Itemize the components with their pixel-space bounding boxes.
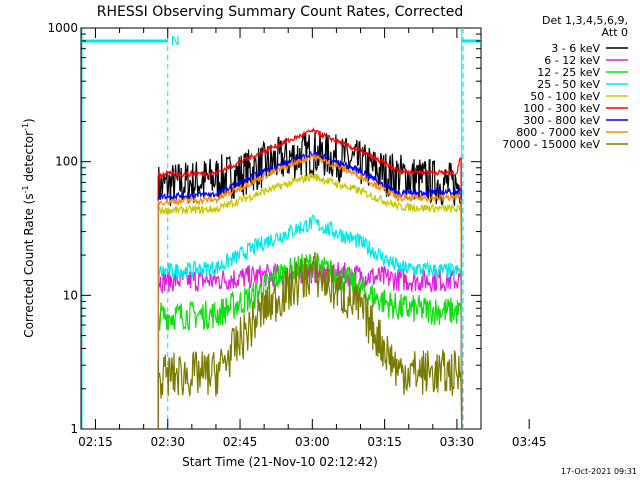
y-tick-label: 1000: [47, 21, 78, 35]
legend-label: 7000 - 15000 keV: [502, 138, 600, 151]
legend-label: 800 - 7000 keV: [516, 126, 600, 139]
series-group: [157, 127, 463, 430]
y-axis-label-sup2: -1: [21, 123, 30, 131]
legend-label: 300 - 800 keV: [523, 114, 600, 127]
x-tick-label: 02:30: [150, 435, 185, 449]
night-label: N: [171, 34, 180, 48]
legend-label: 3 - 6 keV: [551, 42, 600, 55]
legend-label: 6 - 12 keV: [544, 54, 600, 67]
legend-label: 100 - 300 keV: [523, 102, 600, 115]
y-axis-label-part2: detector: [22, 131, 36, 186]
series-line: [157, 127, 463, 430]
y-axis-label: Corrected Count Rate (s-1 detector-1): [21, 118, 36, 337]
series-line: [157, 149, 463, 430]
series-line: [157, 173, 463, 430]
chart-title: RHESSI Observing Summary Count Rates, Co…: [97, 4, 463, 20]
series-line: [157, 214, 463, 430]
y-tick-label: 1: [70, 422, 78, 436]
legend-header: Det 1,3,4,5,6,9,Att 0: [542, 14, 628, 39]
x-tick-label: 03:15: [367, 435, 402, 449]
y-axis-label-sup1: -1: [21, 185, 30, 193]
x-axis-ticks: 02:15 02:30 02:45 03:00 03:15 03:30 03:45: [78, 28, 546, 449]
legend-label: 50 - 100 keV: [530, 90, 600, 103]
legend-header-line: Att 0: [602, 26, 628, 39]
series-line: [157, 251, 463, 430]
plot-area-frame: [80, 27, 482, 430]
series-line: [157, 252, 463, 430]
x-tick-label: 02:15: [78, 435, 113, 449]
legend-label: 12 - 25 keV: [537, 66, 600, 79]
series-line: [157, 154, 463, 430]
y-axis-label-part1: Corrected Count Rate (s: [22, 193, 36, 337]
x-tick-label: 02:45: [223, 435, 258, 449]
y-axis-ticks: 1 10 100 1000: [47, 21, 481, 436]
x-tick-label: 03:45: [512, 435, 547, 449]
legend-header-line: Det 1,3,4,5,6,9,: [542, 14, 628, 27]
y-axis-label-part3: ): [22, 118, 36, 123]
timestamp: 17-Oct-2021 09:31: [561, 467, 637, 476]
legend-label: 25 - 50 keV: [537, 78, 600, 91]
x-tick-label: 03:00: [295, 435, 330, 449]
y-tick-label: 10: [63, 288, 78, 302]
x-axis-label: Start Time (21-Nov-10 02:12:42): [182, 455, 378, 469]
y-tick-label: 100: [55, 155, 78, 169]
x-tick-label: 03:30: [440, 435, 475, 449]
